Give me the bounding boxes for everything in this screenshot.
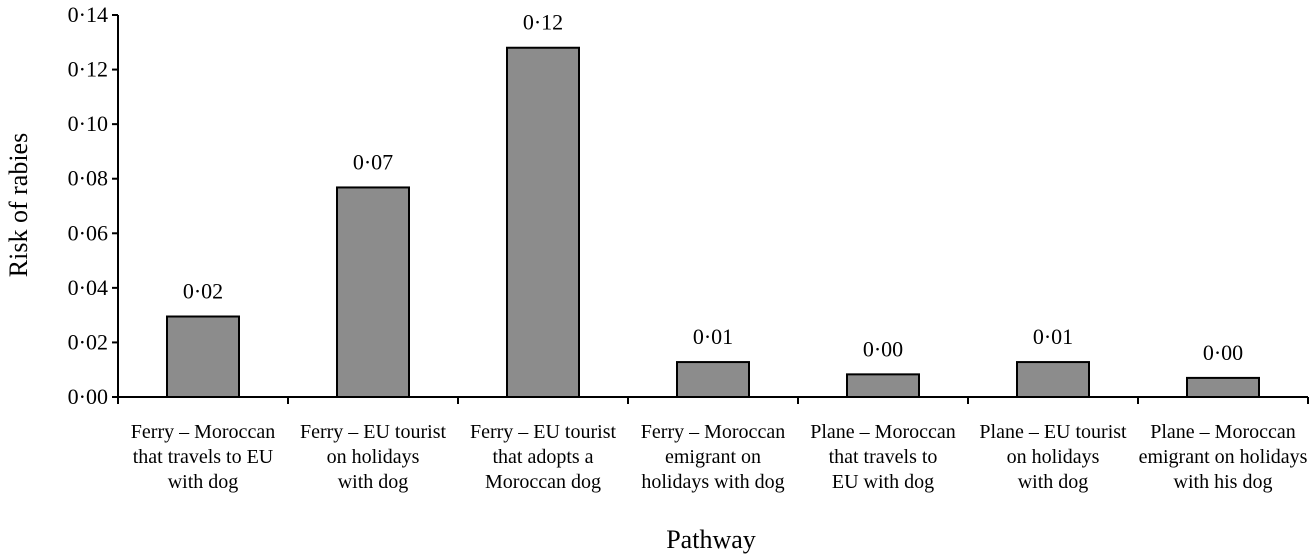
- data-labels-group: 0·02 0·07 0·12 0·01 0·00 0·01 0·00: [183, 10, 1243, 365]
- bar-value-label: 0·01: [1033, 324, 1073, 349]
- category-label-line: Plane – Moroccan: [810, 421, 956, 443]
- category-label-line: Moroccan dog: [485, 471, 601, 493]
- category-label-line: Ferry – Moroccan: [131, 421, 275, 443]
- category-label-line: Ferry – EU tourist: [470, 421, 617, 443]
- category-label-line: holidays with dog: [641, 471, 784, 493]
- category-label: Plane – EU tourist on holidays with dog: [979, 421, 1127, 493]
- bar-value-label: 0·12: [523, 10, 563, 35]
- x-axis-title: Pathway: [666, 525, 756, 554]
- y-tick-label: 0·02: [68, 329, 108, 354]
- category-labels: Ferry – Moroccan that travels to EU with d…: [131, 421, 1308, 493]
- category-label-line: with his dog: [1174, 471, 1273, 493]
- y-tick-label: 0·12: [68, 57, 108, 82]
- y-tick-label: 0·14: [68, 2, 108, 27]
- bar-value-label: 0·02: [183, 279, 223, 304]
- category-label-line: EU with dog: [832, 471, 934, 493]
- bar-value-label: 0·01: [693, 324, 733, 349]
- y-tick-label: 0·06: [68, 220, 108, 245]
- category-label: Plane – Moroccan that travels to EU with d…: [810, 421, 956, 493]
- category-label-line: on holidays: [1007, 446, 1100, 468]
- category-label-line: emigrant on: [665, 446, 761, 468]
- category-label-line: with dog: [168, 471, 239, 493]
- y-tick-label: 0·00: [68, 384, 108, 409]
- category-label-line: emigrant on holidays: [1139, 446, 1308, 468]
- bars-group: [166, 46, 1260, 398]
- category-label-line: Plane – EU tourist: [979, 421, 1127, 443]
- bar: [336, 186, 410, 398]
- category-label: Ferry – Moroccan emigrant on holidays with…: [641, 421, 785, 493]
- bar: [166, 315, 240, 398]
- category-label-line: Ferry – EU tourist: [300, 421, 447, 443]
- y-tick-label: 0·08: [68, 166, 108, 191]
- category-label: Ferry – EU tourist that adopts a Moroccan …: [470, 421, 617, 493]
- bar-value-label: 0·00: [1203, 340, 1243, 365]
- category-label: Plane – Moroccan emigrant on holidays with…: [1139, 421, 1308, 493]
- y-axis-title: Risk of rabies: [4, 133, 33, 277]
- axes-group: [112, 14, 1309, 404]
- bar-value-label: 0·00: [863, 336, 903, 361]
- bar: [676, 361, 750, 398]
- y-tick-labels: 0·00 0·02 0·04 0·06 0·08 0·10 0·12 0·14: [68, 2, 108, 409]
- category-label-line: Ferry – Moroccan: [641, 421, 785, 443]
- bar-value-label: 0·07: [353, 149, 393, 174]
- category-label-line: Plane – Moroccan: [1150, 421, 1296, 443]
- bar: [506, 46, 580, 398]
- category-label-line: with dog: [338, 471, 409, 493]
- bar: [1016, 361, 1090, 398]
- category-label-line: on holidays: [327, 446, 420, 468]
- bar: [846, 373, 920, 398]
- category-label: Ferry – Moroccan that travels to EU with d…: [131, 421, 275, 493]
- y-tick-label: 0·04: [68, 275, 108, 300]
- category-label: Ferry – EU tourist on holidays with dog: [300, 421, 447, 493]
- bar: [1186, 376, 1260, 398]
- category-label-line: with dog: [1018, 471, 1089, 493]
- y-tick-label: 0·10: [68, 111, 108, 136]
- category-label-line: that travels to: [829, 446, 938, 468]
- category-label-line: that adopts a: [492, 446, 593, 468]
- category-label-line: that travels to EU: [133, 446, 274, 468]
